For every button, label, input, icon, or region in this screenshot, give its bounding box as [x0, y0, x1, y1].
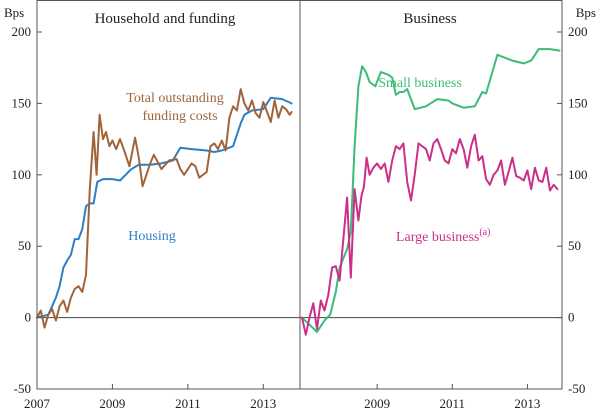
label-layer: Household and funding Business Bps Bps T… [4, 5, 596, 411]
y-tick-label-left: 150 [12, 95, 32, 110]
y-tick-label-right: 0 [568, 310, 575, 325]
funding-label-line-1: Total outstanding [126, 91, 223, 106]
y-tick-label-left: 100 [12, 167, 32, 182]
right-x-tick-label: 2011 [440, 396, 466, 411]
small-business-label: Small business [378, 76, 462, 91]
y-tick-label-right: 150 [568, 95, 588, 110]
left-axis-unit: Bps [4, 5, 24, 20]
left-x-tick-label: 2011 [175, 396, 201, 411]
right-axis-unit: Bps [576, 5, 596, 20]
frame-layer [36, 0, 563, 390]
funding-series-line [36, 88, 293, 329]
large-series-line [301, 133, 559, 336]
y-tick-label-right: 50 [568, 238, 581, 253]
left-x-tick-label: 2007 [24, 396, 51, 411]
right-x-tick-label: 2009 [364, 396, 390, 411]
small-series-line [301, 48, 561, 333]
large-business-label-text: Large business [396, 230, 479, 245]
y-tick-label-left: 200 [12, 24, 32, 39]
funding-label-line-2: funding costs [142, 109, 217, 124]
y-tick-label-left: -50 [14, 381, 31, 396]
large-business-label-sup: (a) [479, 227, 490, 238]
y-tick-label-right: -50 [568, 381, 585, 396]
housing-label: Housing [128, 229, 175, 244]
left-x-tick-label: 2009 [99, 396, 125, 411]
y-tick-label-left: 50 [18, 238, 31, 253]
right-panel-title: Business [403, 11, 457, 27]
large-business-label: Large business(a) [396, 227, 490, 245]
y-tick-label-right: 200 [568, 24, 588, 39]
left-x-tick-label: 2013 [250, 396, 276, 411]
left-panel-title: Household and funding [95, 11, 236, 27]
housing-series-line [36, 96, 293, 319]
series-layer [36, 48, 561, 336]
y-tick-label-right: 100 [568, 167, 588, 182]
y-tick-label-left: 0 [25, 310, 32, 325]
right-x-tick-label: 2013 [514, 396, 540, 411]
